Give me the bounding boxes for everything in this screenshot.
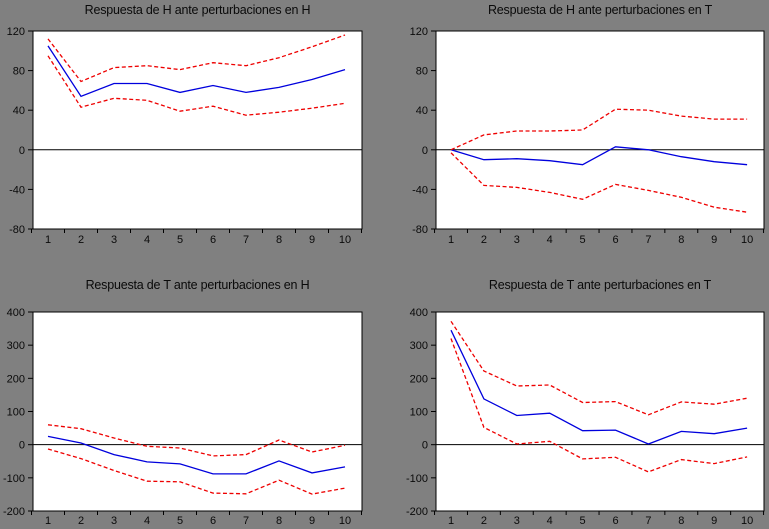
x-axis-tick-label: 9 xyxy=(309,234,315,246)
x-axis-tick-label: 6 xyxy=(612,515,618,527)
chart-canvas: 120 80 40 0 -40 -80 1 2 3 4 5 6 7 8 9 10 xyxy=(7,26,363,246)
x-axis-tick-label: 3 xyxy=(514,515,520,527)
y-axis-tick-label: 40 xyxy=(13,105,25,117)
x-axis-tick-label: 7 xyxy=(243,234,249,246)
chart-panel-h-h: Respuesta de H ante perturbaciones en H … xyxy=(0,0,384,264)
x-axis-tick-label: 8 xyxy=(276,234,282,246)
y-axis-tick-label: -40 xyxy=(412,184,428,196)
x-axis-tick-label: 4 xyxy=(547,515,553,527)
x-axis-tick-label: 2 xyxy=(78,234,84,246)
x-axis-tick-label: 2 xyxy=(78,515,84,527)
x-axis-tick-label: 3 xyxy=(514,234,520,246)
y-axis-tick-label: 100 xyxy=(7,407,25,419)
x-axis-tick-label: 5 xyxy=(580,515,586,527)
confidence-band-lower xyxy=(47,55,346,116)
y-axis-tick-label: 400 xyxy=(7,307,25,319)
chart-title: Respuesta de T ante perturbaciones en H xyxy=(85,278,310,292)
x-axis-tick-label: 4 xyxy=(144,515,150,527)
y-axis-tick-label: 0 xyxy=(19,440,25,452)
y-axis-tick-label: -100 xyxy=(406,473,428,485)
x-axis-tick-label: 3 xyxy=(111,234,117,246)
y-axis-tick-label: -80 xyxy=(9,224,25,236)
plot-area xyxy=(32,311,363,512)
x-axis-tick-label: 3 xyxy=(111,515,117,527)
confidence-band-lower xyxy=(450,338,748,473)
y-axis-tick-label: -200 xyxy=(406,506,428,518)
y-axis-tick-label: 300 xyxy=(410,340,428,352)
x-axis-tick-label: 6 xyxy=(612,234,618,246)
confidence-band-lower xyxy=(450,152,748,213)
y-axis-tick-label: -100 xyxy=(3,473,25,485)
x-axis-tick-label: 2 xyxy=(481,234,487,246)
plot-area xyxy=(435,311,765,512)
x-axis-tick-label: 10 xyxy=(741,234,753,246)
y-axis-tick-label: 80 xyxy=(13,66,25,78)
x-axis-tick-label: 7 xyxy=(645,234,651,246)
x-axis-tick-label: 2 xyxy=(481,515,487,527)
x-axis-tick-label: 5 xyxy=(580,234,586,246)
x-axis-tick-label: 1 xyxy=(448,515,454,527)
chart-title: Respuesta de H ante perturbaciones en H xyxy=(84,3,311,17)
y-axis-tick-label: 200 xyxy=(7,373,25,385)
x-axis-tick-label: 8 xyxy=(276,515,282,527)
x-axis-tick-label: 10 xyxy=(741,515,753,527)
response-line xyxy=(450,146,748,166)
y-axis-tick-label: 0 xyxy=(19,145,25,157)
x-axis-tick-label: 9 xyxy=(711,515,717,527)
chart-canvas: 400 300 200 100 0 -100 -200 1 2 3 4 5 6 7 8 9 10 xyxy=(406,307,765,527)
x-axis-tick-label: 7 xyxy=(243,515,249,527)
y-axis-tick-label: 120 xyxy=(410,26,428,38)
x-axis-tick-label: 5 xyxy=(177,515,183,527)
x-axis-tick-label: 1 xyxy=(45,234,51,246)
confidence-band-upper xyxy=(450,108,748,151)
x-axis-tick-label: 1 xyxy=(448,234,454,246)
y-axis-tick-label: 200 xyxy=(410,373,428,385)
x-axis-tick-label: 5 xyxy=(177,234,183,246)
response-line xyxy=(47,435,346,475)
x-axis-tick-label: 8 xyxy=(678,515,684,527)
x-axis-tick-label: 8 xyxy=(678,234,684,246)
y-axis-tick-label: -40 xyxy=(9,184,25,196)
chart-title: Respuesta de T ante perturbaciones en T xyxy=(488,278,712,292)
response-line xyxy=(450,329,748,445)
confidence-band-upper xyxy=(450,320,748,416)
x-axis-tick-label: 6 xyxy=(210,234,216,246)
x-axis-tick-label: 10 xyxy=(339,234,351,246)
chart-panel-t-h: Respuesta de T ante perturbaciones en H … xyxy=(0,264,384,529)
x-axis-tick-label: 1 xyxy=(45,515,51,527)
x-axis-tick-label: 9 xyxy=(711,234,717,246)
y-axis-tick-label: 40 xyxy=(416,105,428,117)
confidence-band-upper xyxy=(47,424,346,457)
y-axis-tick-label: -80 xyxy=(412,224,428,236)
y-axis-tick-label: 400 xyxy=(410,307,428,319)
x-axis-tick-label: 4 xyxy=(547,234,553,246)
confidence-band-upper xyxy=(47,34,346,83)
y-axis-tick-label: 120 xyxy=(7,26,25,38)
x-axis-tick-label: 4 xyxy=(144,234,150,246)
chart-canvas: 400 300 200 100 0 -100 -200 1 2 3 4 5 6 7 8 9 10 xyxy=(3,307,363,527)
y-axis-tick-label: 300 xyxy=(7,340,25,352)
chart-canvas: 120 80 40 0 -40 -80 1 2 3 4 5 6 7 8 9 10 xyxy=(410,26,765,246)
y-axis-tick-label: 0 xyxy=(422,145,428,157)
y-axis-tick-label: 100 xyxy=(410,407,428,419)
y-axis-tick-label: 0 xyxy=(422,440,428,452)
y-axis-tick-label: -200 xyxy=(3,506,25,518)
x-axis-tick-label: 7 xyxy=(645,515,651,527)
chart-panel-h-t: Respuesta de H ante perturbaciones en T … xyxy=(384,0,769,264)
x-axis-tick-label: 10 xyxy=(339,515,351,527)
plot-area xyxy=(435,30,765,230)
y-axis-tick-label: 80 xyxy=(416,66,428,78)
x-axis-tick-label: 9 xyxy=(309,515,315,527)
chart-panel-t-t: Respuesta de T ante perturbaciones en T … xyxy=(384,264,769,529)
response-line xyxy=(47,45,346,98)
plot-area xyxy=(32,30,363,230)
chart-title: Respuesta de H ante perturbaciones en T xyxy=(487,3,713,17)
x-axis-tick-label: 6 xyxy=(210,515,216,527)
